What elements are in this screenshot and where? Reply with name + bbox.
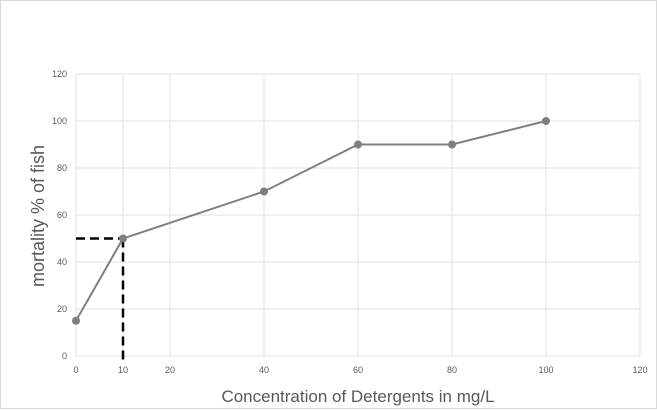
- y-tick-label-6: 120: [52, 69, 67, 79]
- y-tick-label-3: 60: [57, 210, 67, 220]
- x-tick-label-1: 10: [118, 365, 128, 375]
- y-tick-label-5: 100: [52, 116, 67, 126]
- x-tick-label-5: 80: [447, 365, 457, 375]
- data-point-0-4: [448, 140, 456, 149]
- y-tick-labels: 0 20 40 60 80 100 120: [52, 69, 67, 361]
- data-point-0-0: [72, 316, 80, 325]
- data-point-0-2: [260, 187, 268, 196]
- x-axis-title: Concentration of Detergents in mg/L: [221, 387, 494, 406]
- y-tick-label-4: 80: [57, 163, 67, 173]
- series-layer: [72, 117, 550, 325]
- series-line-0: [75, 120, 547, 322]
- x-tick-label-2: 20: [165, 365, 175, 375]
- y-tick-label-2: 40: [57, 257, 67, 267]
- x-tick-label-3: 40: [259, 365, 269, 375]
- data-point-0-1: [119, 234, 127, 243]
- y-axis-title: mortality % of fish: [28, 145, 48, 287]
- y-tick-label-0: 0: [62, 351, 67, 361]
- x-tick-label-6: 100: [538, 365, 553, 375]
- x-tick-label-0: 0: [73, 365, 78, 375]
- y-tick-label-1: 20: [57, 304, 67, 314]
- x-tick-label-4: 60: [353, 365, 363, 375]
- x-tick-labels: 0 10 20 40 60 80 100 120: [73, 365, 647, 375]
- x-tick-label-7: 120: [632, 365, 647, 375]
- gridlines: [75, 73, 641, 357]
- data-point-0-5: [542, 117, 550, 125]
- reference-lines: [76, 237, 125, 361]
- data-point-0-3: [354, 140, 362, 149]
